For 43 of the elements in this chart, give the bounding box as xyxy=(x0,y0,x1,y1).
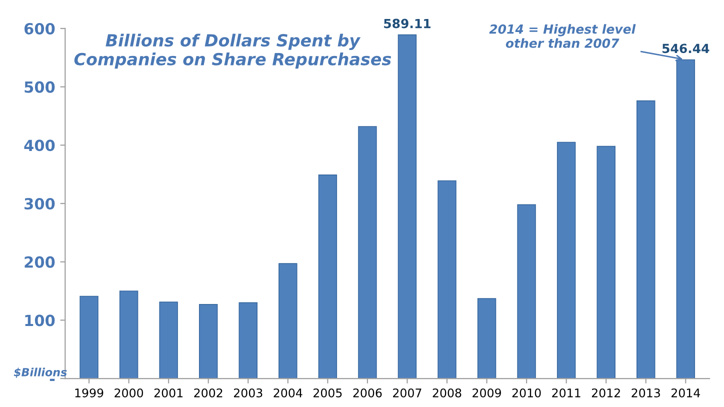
x-tick-label: 2008 xyxy=(432,388,462,398)
bar xyxy=(159,302,178,379)
bar xyxy=(318,174,338,379)
y-tick-label: 400 xyxy=(24,140,55,152)
bar xyxy=(80,296,98,379)
bar xyxy=(517,204,536,379)
x-tick-label: 1999 xyxy=(75,388,104,398)
y-tick-label: 300 xyxy=(24,198,55,210)
y-tick-label: 600 xyxy=(24,22,55,35)
x-tick-label: 2006 xyxy=(353,388,382,398)
x-tick-label: 2011 xyxy=(552,388,580,398)
x-tick-label: 2005 xyxy=(314,388,342,398)
bar xyxy=(636,100,656,379)
text: Billions of Dollars Spent by Companies on Share Repurchases xyxy=(74,34,392,69)
bar xyxy=(198,304,218,379)
x-tick-label: 2000 xyxy=(114,388,144,398)
bar xyxy=(358,126,377,379)
y-tick-label: 100 xyxy=(25,314,55,326)
bar xyxy=(477,298,496,379)
x-tick-label: 2013 xyxy=(632,388,660,398)
bar xyxy=(398,34,417,379)
bar xyxy=(596,146,616,379)
x-tick-label: 2003 xyxy=(234,388,262,398)
x-tick-label: 2002 xyxy=(194,388,222,398)
bar xyxy=(119,290,138,379)
x-tick-label: 2009 xyxy=(472,388,501,398)
y-tick-label: 200 xyxy=(24,256,55,268)
x-tick-label: 2012 xyxy=(592,388,620,398)
x-tick-label: 2007 xyxy=(393,388,422,398)
y-tick-label: - xyxy=(50,378,55,381)
data-label: 546.44 xyxy=(662,44,710,54)
data-label: 589.11 xyxy=(384,18,430,28)
y-axis-title: $Billions xyxy=(14,368,67,378)
annotation: 2014 = Highest level other than 2007 xyxy=(489,24,636,48)
bar xyxy=(556,142,576,379)
x-tick-label: 2001 xyxy=(154,388,183,398)
bar xyxy=(278,263,298,379)
bar xyxy=(238,302,258,379)
x-tick-label: 2010 xyxy=(512,388,541,398)
bar xyxy=(438,180,456,379)
y-tick-label: 500 xyxy=(24,81,55,93)
x-tick-label: 2004 xyxy=(274,388,302,398)
x-tick-label: 2014 xyxy=(671,388,700,398)
